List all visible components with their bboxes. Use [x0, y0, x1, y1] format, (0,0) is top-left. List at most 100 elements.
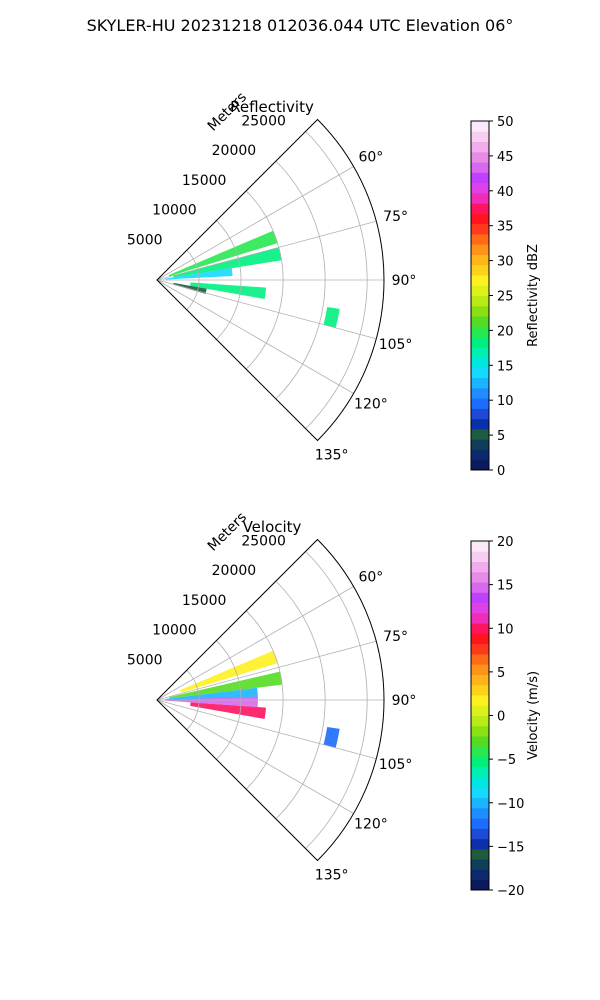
panel-title: Velocity [243, 518, 302, 536]
colorbar-segment [471, 449, 489, 461]
colorbar-segment [471, 838, 489, 850]
colorbar-segment [471, 592, 489, 604]
colorbar-segment [471, 623, 489, 634]
colorbar-segment [471, 777, 489, 788]
colorbar-segment [471, 439, 489, 450]
sector-frame [156, 118, 385, 442]
azimuth-spoke [156, 640, 377, 701]
colorbar-segment [471, 428, 489, 440]
range-tick-label: 20000 [212, 563, 257, 579]
colorbar-segment [471, 684, 489, 696]
colorbar-segment [471, 398, 489, 409]
colorbar-label: Velocity (m/s) [526, 671, 541, 760]
colorbar-segment [471, 459, 489, 471]
colorbar-segment [471, 653, 489, 665]
range-tick-label: 5000 [127, 232, 163, 248]
colorbar-tick-label: 5 [497, 666, 505, 681]
azimuth-spoke [156, 220, 377, 281]
azimuth-tick-label: 60° [358, 570, 383, 586]
colorbar-segment [471, 131, 489, 143]
colorbar-tick-label: 35 [497, 220, 514, 235]
colorbar-segment [471, 203, 489, 214]
colorbar-segment [471, 305, 489, 317]
echo-region [169, 671, 283, 699]
colorbar-segment [471, 756, 489, 768]
colorbar-tick-label: −10 [497, 797, 524, 812]
colorbar-segment [471, 787, 489, 799]
colorbar-tick-label: −5 [497, 753, 516, 768]
colorbar-segment [471, 551, 489, 563]
figure-suptitle: SKYLER-HU 20231218 012036.044 UTC Elevat… [86, 16, 514, 35]
range-tick-label: 20000 [212, 143, 257, 159]
colorbar-segment [471, 725, 489, 737]
colorbar-segment [471, 736, 489, 747]
colorbar-segment [471, 818, 489, 829]
range-tick-label: 15000 [182, 593, 227, 609]
colorbar-segment [471, 377, 489, 389]
colorbar-tick-label: 50 [497, 115, 514, 130]
azimuth-tick-label: 90° [392, 693, 417, 709]
radar-panel-reflectivity: Reflectivity500010000150002000025000Mete… [127, 89, 541, 479]
echo-region [323, 306, 340, 328]
colorbar-segment [471, 182, 489, 194]
colorbar-segment [471, 612, 489, 624]
colorbar-tick-label: −15 [497, 840, 524, 855]
colorbar-tick-label: 20 [497, 324, 514, 339]
colorbar-tick-label: 15 [497, 359, 514, 374]
colorbar-segment [471, 274, 489, 286]
colorbar-segment [471, 879, 489, 891]
colorbar-segment [471, 316, 489, 327]
colorbar-segment [471, 418, 489, 430]
colorbar-segment [471, 244, 489, 255]
colorbar-segment [471, 223, 489, 235]
colorbar-segment [471, 746, 489, 758]
colorbar-segment [471, 192, 489, 204]
colorbar-tick-label: 15 [497, 579, 514, 594]
range-tick-label: 10000 [152, 623, 197, 639]
colorbar-tick-label: −20 [497, 884, 524, 899]
azimuth-spoke [156, 699, 354, 814]
azimuth-tick-label: 105° [379, 757, 413, 773]
colorbar-segment [471, 705, 489, 716]
echo-region [173, 247, 282, 278]
colorbar-segment [471, 387, 489, 399]
colorbar-segment [471, 254, 489, 266]
colorbar-segment [471, 295, 489, 307]
colorbar-segment [471, 151, 489, 163]
colorbar-segment [471, 367, 489, 379]
colorbar-segment [471, 357, 489, 368]
colorbar-tick-label: 10 [497, 394, 514, 409]
colorbar-segment [471, 859, 489, 870]
colorbar-segment [471, 869, 489, 881]
azimuth-tick-label: 120° [354, 817, 388, 833]
colorbar-segment [471, 694, 489, 706]
colorbar-segment [471, 828, 489, 840]
colorbar-segment [471, 602, 489, 614]
colorbar-segment [471, 326, 489, 338]
range-tick-label: 5000 [127, 652, 163, 668]
colorbar-tick-label: 25 [497, 290, 514, 305]
colorbar-segment [471, 121, 489, 132]
colorbar-segment [471, 162, 489, 173]
colorbar-tick-label: 30 [497, 255, 514, 270]
colorbar-segment [471, 213, 489, 225]
colorbar-segment [471, 571, 489, 583]
echo-region [190, 702, 267, 719]
azimuth-spoke [156, 279, 354, 394]
colorbar-segment [471, 233, 489, 245]
azimuth-tick-label: 75° [383, 209, 408, 225]
colorbar-tick-label: 10 [497, 622, 514, 637]
echo-region [180, 650, 278, 693]
colorbar-segment [471, 408, 489, 420]
echo-region [168, 230, 278, 277]
colorbar-segment [471, 346, 489, 358]
colorbar-segment [471, 172, 489, 184]
colorbar-segment [471, 674, 489, 686]
azimuth-tick-label: 135° [315, 448, 349, 464]
azimuth-tick-label: 135° [315, 868, 349, 884]
colorbar-tick-label: 45 [497, 150, 514, 165]
colorbar-tick-label: 20 [497, 535, 514, 550]
azimuth-spoke [156, 699, 377, 760]
echo-region [190, 282, 267, 299]
